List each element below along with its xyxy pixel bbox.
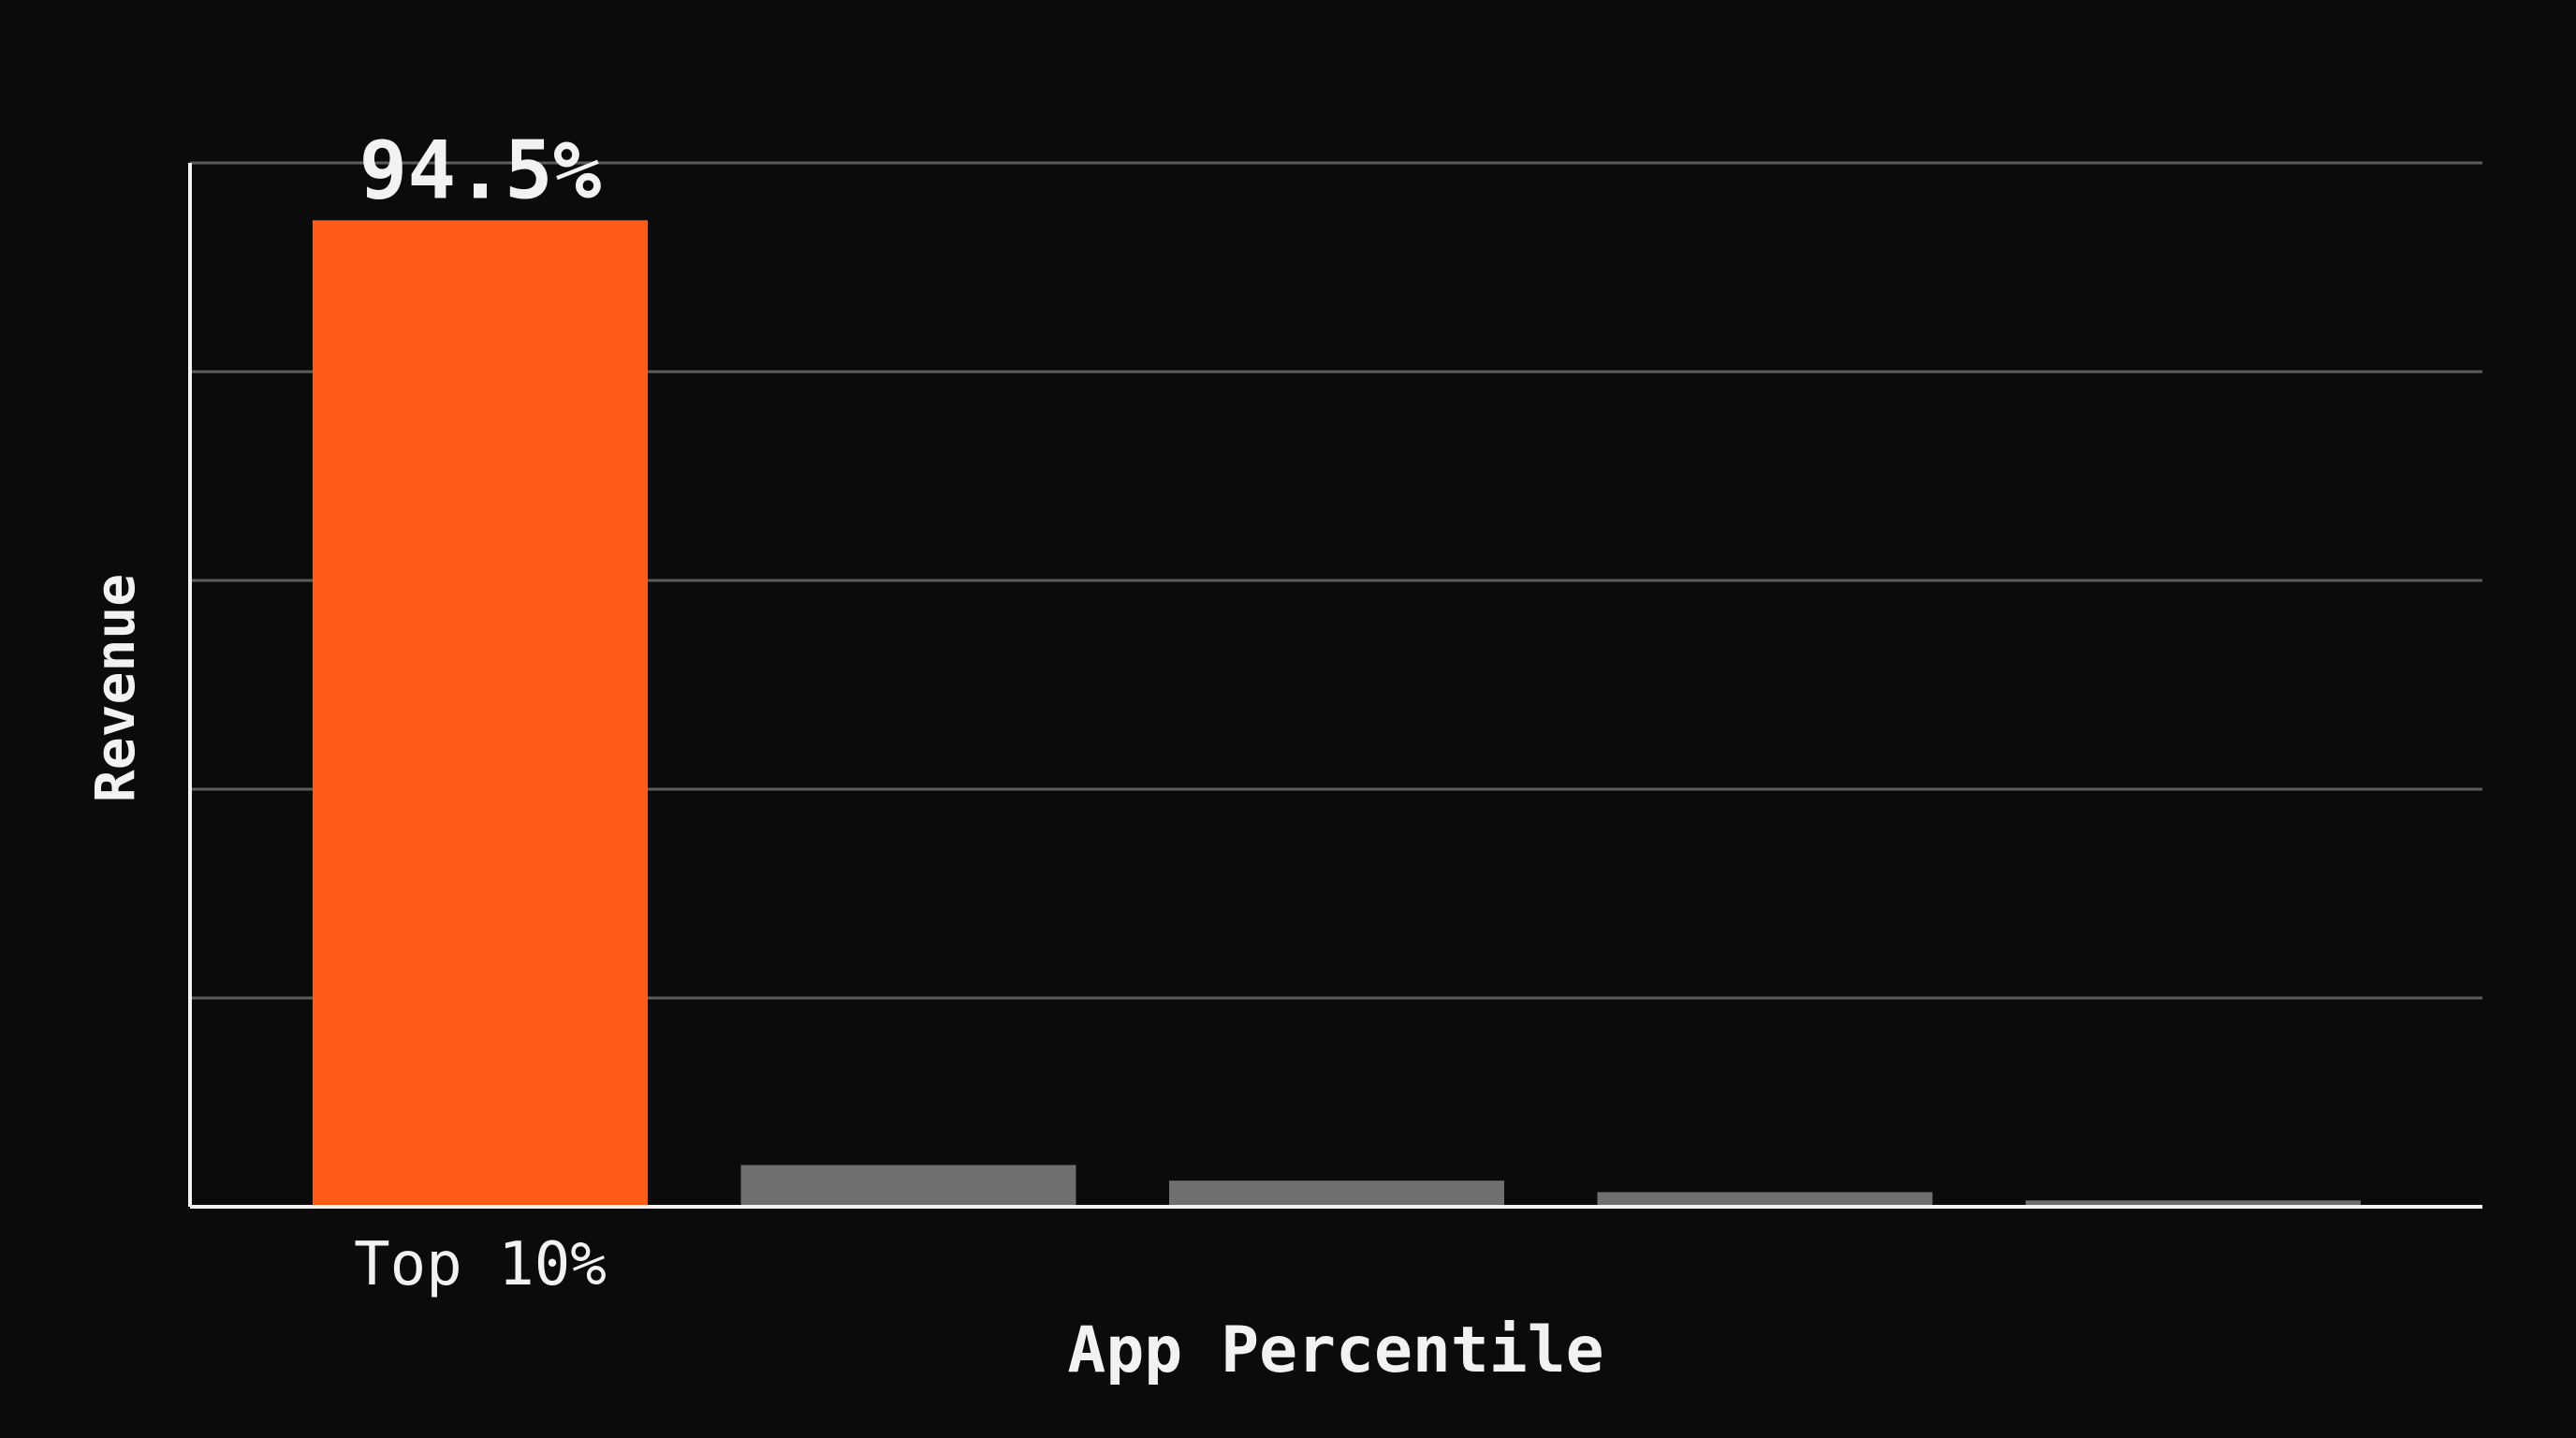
x-axis-title: App Percentile bbox=[1067, 1313, 1603, 1387]
bar bbox=[1169, 1181, 1504, 1207]
bar bbox=[1597, 1192, 1933, 1207]
bars bbox=[313, 220, 2361, 1208]
data-label: 94.5% bbox=[359, 124, 602, 217]
x-tick-label: Top 10% bbox=[354, 1230, 607, 1299]
labels: 94.5% Top 10% bbox=[354, 124, 607, 1299]
bar bbox=[740, 1165, 1076, 1207]
bar-top-10 bbox=[313, 220, 648, 1208]
bar bbox=[2026, 1200, 2361, 1207]
axes bbox=[188, 163, 2482, 1209]
y-axis-title: Revenue bbox=[83, 574, 147, 802]
